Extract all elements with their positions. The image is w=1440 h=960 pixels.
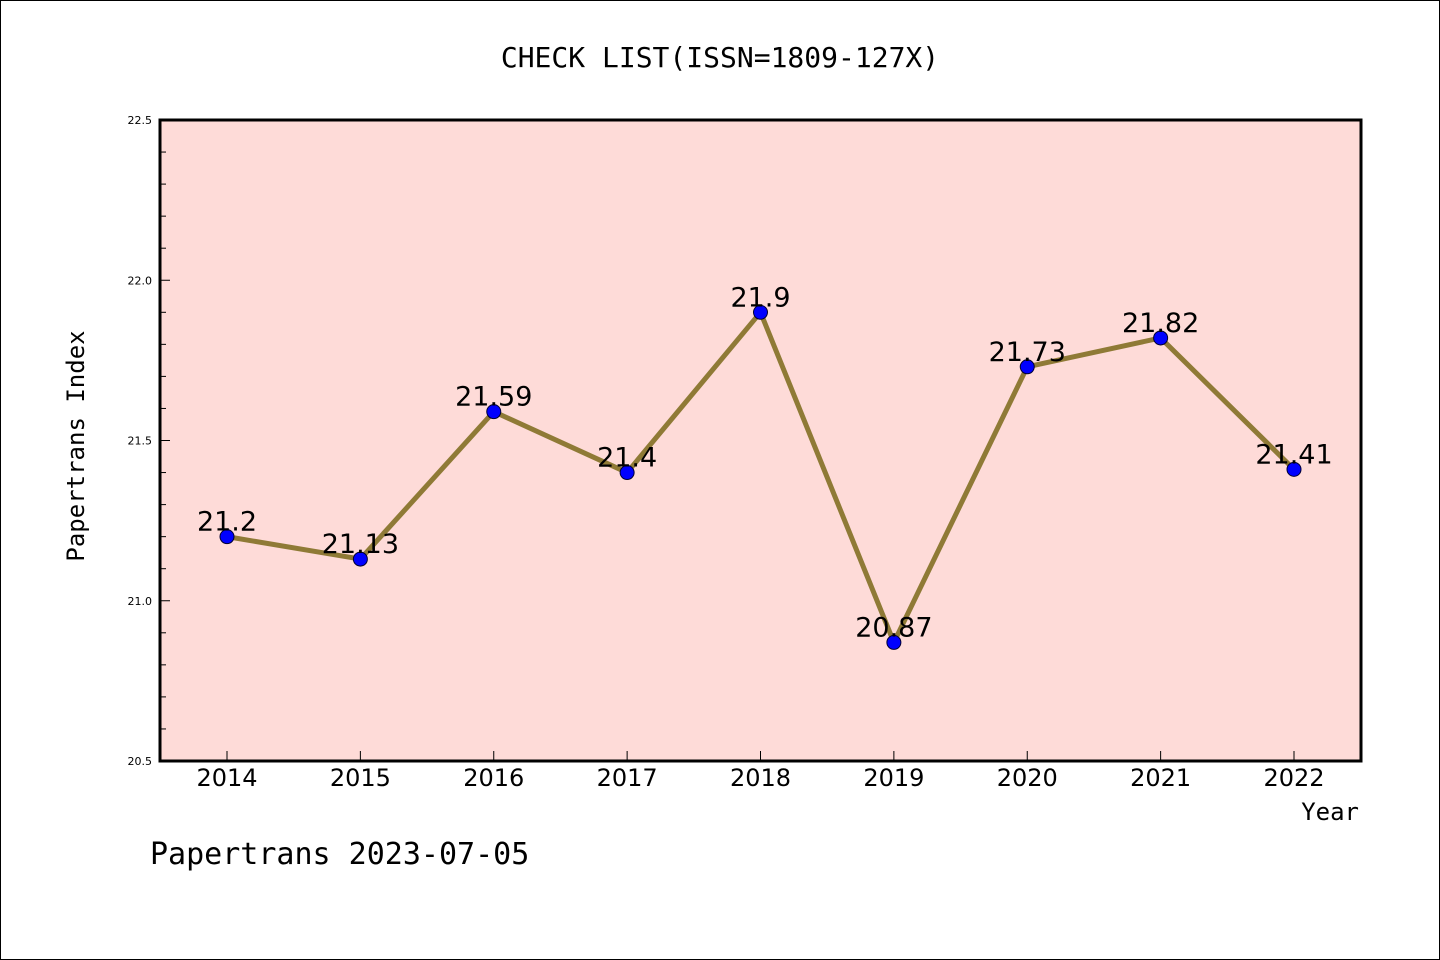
data-label: 21.73 [989,337,1066,368]
y-axis-label: Papertrans Index [62,330,90,561]
data-point [753,304,768,320]
x-tick-label: 2017 [597,764,658,792]
x-axis: 2014 2015 2016 2017 2018 2019 2020 2021 2022 [196,751,1325,792]
data-point [1153,330,1169,346]
x-tick-label: 2018 [730,764,791,792]
data-point [486,404,502,420]
plot-area [158,118,1363,763]
data-labels: 21.2 21.13 21.59 21.4 21.9 20.87 21.73 21.82 21.… [197,282,1333,643]
data-label: 21.13 [322,529,399,560]
series-line [219,304,1302,650]
data-label: 21.82 [1122,308,1199,339]
data-label: 21.4 [597,443,657,474]
data-point [1286,461,1302,477]
y-axis: 20.5 21.0 21.5 22.0 22.5 [128,114,170,768]
x-tick-label: 2019 [863,764,924,792]
data-label: 21.9 [730,282,790,313]
data-label: 21.41 [1255,439,1332,470]
x-tick-label: 2016 [463,764,524,792]
x-tick-label: 2015 [330,764,391,792]
x-axis-label: Year [1301,798,1359,826]
data-label: 21.2 [197,507,257,538]
x-tick-label: 2022 [1263,764,1324,792]
footer-credit: Papertrans 2023-07-05 [150,837,529,872]
data-label: 20.87 [855,612,932,643]
y-tick-label: 21.0 [128,595,153,608]
y-tick-label: 21.5 [128,435,153,448]
x-tick-label: 2020 [997,764,1058,792]
data-label: 21.59 [455,382,532,413]
y-tick-label: 22.0 [128,274,153,287]
data-point [886,634,902,650]
data-point [1019,359,1035,375]
x-tick-label: 2021 [1130,764,1191,792]
data-point [352,551,368,567]
data-point [219,529,235,545]
data-point [619,465,635,481]
x-tick-label: 2014 [196,764,257,792]
y-tick-label: 22.5 [128,114,153,127]
y-tick-label: 20.5 [128,755,153,768]
chart-title: CHECK LIST(ISSN=1809-127X) [501,41,939,74]
